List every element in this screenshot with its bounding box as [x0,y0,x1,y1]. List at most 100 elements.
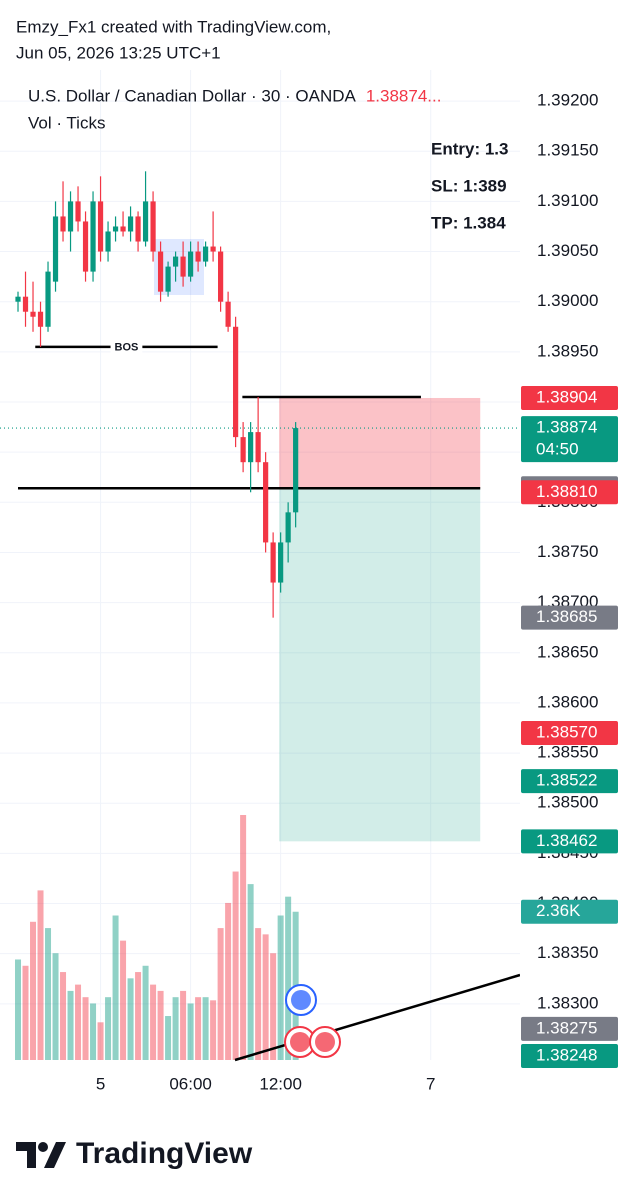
price-label-countdown: 04:50 [536,440,579,459]
candle-body [22,296,29,312]
candle-body [248,432,254,463]
price-label: 1.38462 [536,831,597,850]
y-tick-label: 1.39100 [537,191,598,210]
candle-body [150,201,156,252]
candle-body [105,231,111,252]
candle-body [165,266,171,292]
candle-body [52,216,59,282]
candle-body [285,512,291,543]
trend-line [234,973,521,1062]
candle-body [278,542,284,583]
volume-bar [285,896,292,1060]
volume-bar [262,934,269,1060]
volume-bar [232,871,239,1060]
price-label-box [521,416,618,463]
y-tick-label: 1.38500 [537,793,598,812]
volume-bar [37,890,44,1060]
volume-bar [247,884,254,1060]
x-tick-label: 7 [426,1074,435,1093]
candle-body [82,221,89,272]
price-label: 1.38874 [536,418,597,437]
volume-bar [195,997,202,1060]
candle-body [187,251,194,277]
candle-body [37,311,44,327]
candle-body [202,246,209,262]
candle-body [270,542,276,583]
bos-label: BOS [115,342,139,354]
candle-body [293,428,299,513]
candle-body [210,246,216,252]
volume-bar [217,928,224,1060]
candle-body [225,301,231,327]
volume-bar [255,928,262,1060]
volume-bar [270,953,277,1060]
y-tick-label: 1.38350 [537,943,598,962]
volume-label: 2.36K [536,901,581,920]
volume-bar [105,997,112,1060]
position-text: SL: 1:389 [431,176,507,195]
price-label-box [521,1016,618,1041]
price-label: 1.38275 [536,1018,597,1037]
price-label: 1.38685 [536,607,597,626]
volume-bar [180,990,187,1060]
target-zone [279,488,481,842]
candle-body [240,437,246,463]
volume-bar [60,972,67,1060]
volume-bar [82,997,89,1060]
candle-body [255,432,261,463]
y-tick-label: 1.39050 [537,241,598,260]
candle-body [180,256,186,277]
price-label-box [521,480,618,505]
volume-bar [120,940,127,1060]
volume-bar [67,990,74,1060]
candle-body [135,216,141,242]
volume-bar [172,997,179,1060]
candle-body [157,251,164,292]
candle-body [97,201,104,252]
y-tick-label: 1.39000 [537,291,598,310]
y-tick-label: 1.39150 [537,141,598,160]
price-label-box [521,1043,618,1068]
candle-body [112,226,119,232]
event-flag-inner [291,990,311,1010]
candle-body [67,201,74,232]
symbol-legend: U.S. Dollar / Canadian Dollar · 30 · OAN… [28,86,357,105]
x-tick-label: 06:00 [169,1074,212,1093]
author: Emzy_Fx1 created with TradingView.com, [16,17,331,36]
volume-bar [97,1022,104,1060]
position-text: Entry: 1.3 [431,139,508,158]
price-label-box [521,769,618,794]
tradingview-logo: TradingView [16,1137,253,1170]
volume-bar [142,965,149,1060]
legend-price: 1.38874... [366,86,442,105]
price-label-box [521,721,618,746]
y-tick-label: 1.38650 [537,642,598,661]
candle-body [120,226,126,232]
candle-body [30,311,36,317]
candle-body [233,326,239,438]
volume-bar [210,1000,217,1060]
volume-bar [30,921,37,1060]
volume-bar [150,984,157,1060]
position-text: TP: 1.384 [431,213,506,232]
stop-zone [279,397,481,489]
candle-body [172,256,179,267]
candle-body [45,271,51,327]
candle-body [127,216,134,232]
logo-dot [38,1142,48,1152]
x-tick-label: 12:00 [259,1074,302,1093]
volume-legend: Vol · Ticks [28,113,105,132]
event-flag-inner [315,1032,335,1052]
price-label: 1.38570 [536,722,597,741]
candle-body [218,251,224,302]
candle-body [263,462,269,543]
y-tick-label: 1.38600 [537,692,598,711]
logo-mark [16,1142,66,1168]
candle-body [142,201,149,242]
price-label-box [521,605,618,630]
brand: TradingView [76,1137,253,1170]
volume-bar [187,1003,194,1060]
volume-bar [202,997,209,1060]
price-label: 1.38248 [536,1045,597,1064]
